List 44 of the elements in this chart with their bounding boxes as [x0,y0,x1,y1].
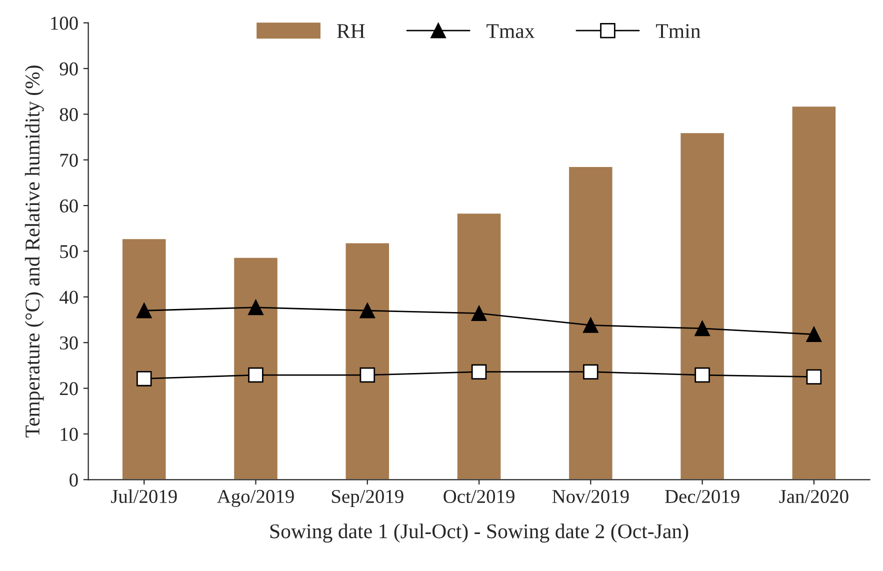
point [360,367,376,383]
bar [456,212,502,480]
bar [679,132,726,480]
legend-label: RH [337,24,365,38]
bar [121,238,168,480]
y-tick-label: 30 [60,336,78,350]
x-tick-label: Jan/2020 [779,490,848,504]
x-tick-label: Jul/2019 [111,489,177,504]
point [806,369,822,384]
y-tick-label: 50 [60,245,78,258]
x-tick-label: Ago/2019 [217,490,294,507]
y-axis-title: Temperature (°C) and Relative humidity (%) [24,66,44,438]
bar [344,242,390,480]
point [248,367,264,383]
x-tick-label: Nov/2019 [552,490,629,504]
y-tick-label: 10 [60,428,78,441]
x-tick-label: Sep/2019 [332,490,404,507]
point [136,371,152,386]
bar [568,166,614,480]
point [471,364,487,380]
point [136,302,152,318]
y-tick-label: 80 [60,108,78,122]
x-tick-label: Oct/2019 [444,490,514,504]
y-tick-label: 60 [60,199,78,212]
point [694,320,710,336]
y-tick-label: 20 [60,382,78,396]
point [806,326,822,342]
legend-label: Tmax [486,24,535,38]
bar [790,105,837,480]
point [248,300,264,316]
x-axis-title: Sowing date 1 (Jul-Oct) - Sowing date 2 (Oct-Jan) [270,524,688,543]
y-tick-label: 90 [60,62,78,76]
point [360,302,376,318]
y-tick-label: 40 [60,290,78,304]
point [694,367,710,383]
y-tick-label: 0 [70,473,78,487]
point [583,318,598,333]
y-tick-label: 70 [60,154,78,167]
x-tick-label: Dec/2019 [665,490,740,504]
bar [232,256,279,480]
legend-label: Tmin [656,24,700,38]
y-tick-label: 100 [51,16,78,30]
point [583,364,598,380]
point [471,306,487,322]
